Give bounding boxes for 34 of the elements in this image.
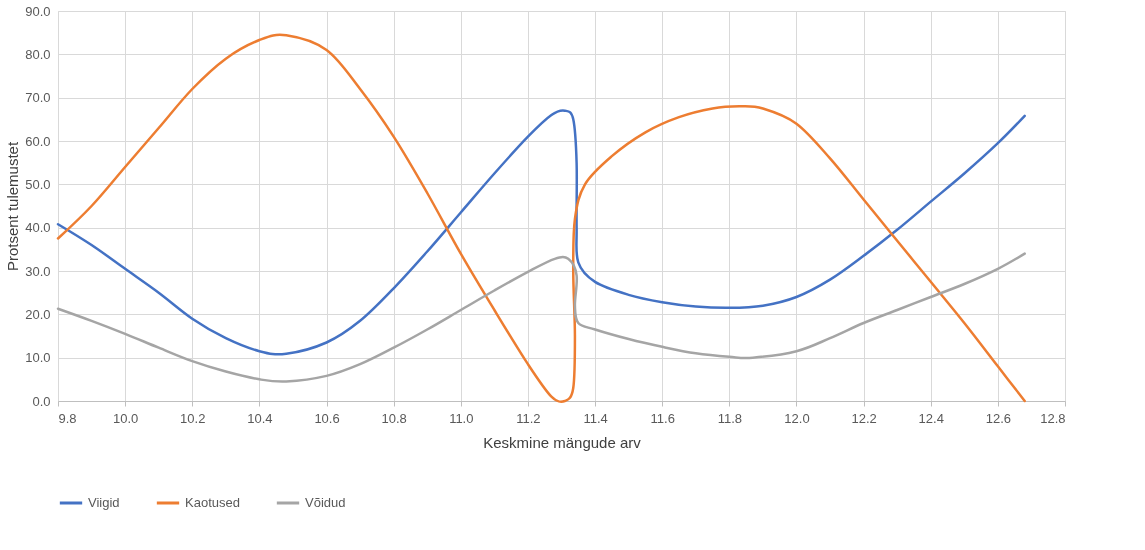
y-tick-label: 60.0 (25, 133, 51, 149)
y-tick-label: 70.0 (25, 90, 51, 106)
y-tick-label: 90.0 (25, 3, 51, 19)
y-tick-label: 0.0 (32, 393, 51, 409)
line-series (56, 252, 1026, 383)
legend-label: Viigid (88, 495, 120, 510)
y-axis-title: Protsent tulemustet (4, 141, 22, 272)
x-tick-label: 12.0 (784, 410, 810, 426)
x-tick-label: 11.2 (516, 410, 541, 426)
x-tick-label: 10.4 (247, 410, 273, 426)
legend-label: Võidud (305, 495, 346, 510)
x-tick-label: 10.8 (381, 410, 407, 426)
x-tick-label: 12.4 (918, 410, 944, 426)
line-series (56, 33, 1026, 403)
line-series (56, 109, 1026, 356)
x-tick-label: 11.4 (583, 410, 608, 426)
x-axis-title: Keskmine mängude arv (483, 433, 642, 451)
y-tick-label: 40.0 (25, 220, 51, 236)
x-tick-label: 10.2 (180, 410, 206, 426)
x-tick-label: 12.6 (985, 410, 1012, 426)
x-tick-label: 10.6 (314, 410, 340, 426)
y-tick-label: 50.0 (25, 176, 51, 192)
y-tick-label: 10.0 (25, 350, 51, 366)
x-tick-label: 9.8 (58, 410, 77, 426)
x-tick-label: 12.8 (1040, 410, 1066, 426)
x-tick-label: 11.6 (650, 410, 675, 426)
x-tick-label: 10.0 (112, 410, 139, 426)
x-tick-label: 11.8 (717, 410, 743, 426)
y-tick-label: 80.0 (25, 46, 51, 62)
y-tick-label: 30.0 (25, 263, 51, 279)
legend-label: Kaotused (185, 495, 240, 510)
y-tick-label: 20.0 (25, 306, 51, 322)
x-tick-label: 12.2 (851, 410, 877, 426)
x-tick-label: 11.0 (449, 410, 474, 426)
